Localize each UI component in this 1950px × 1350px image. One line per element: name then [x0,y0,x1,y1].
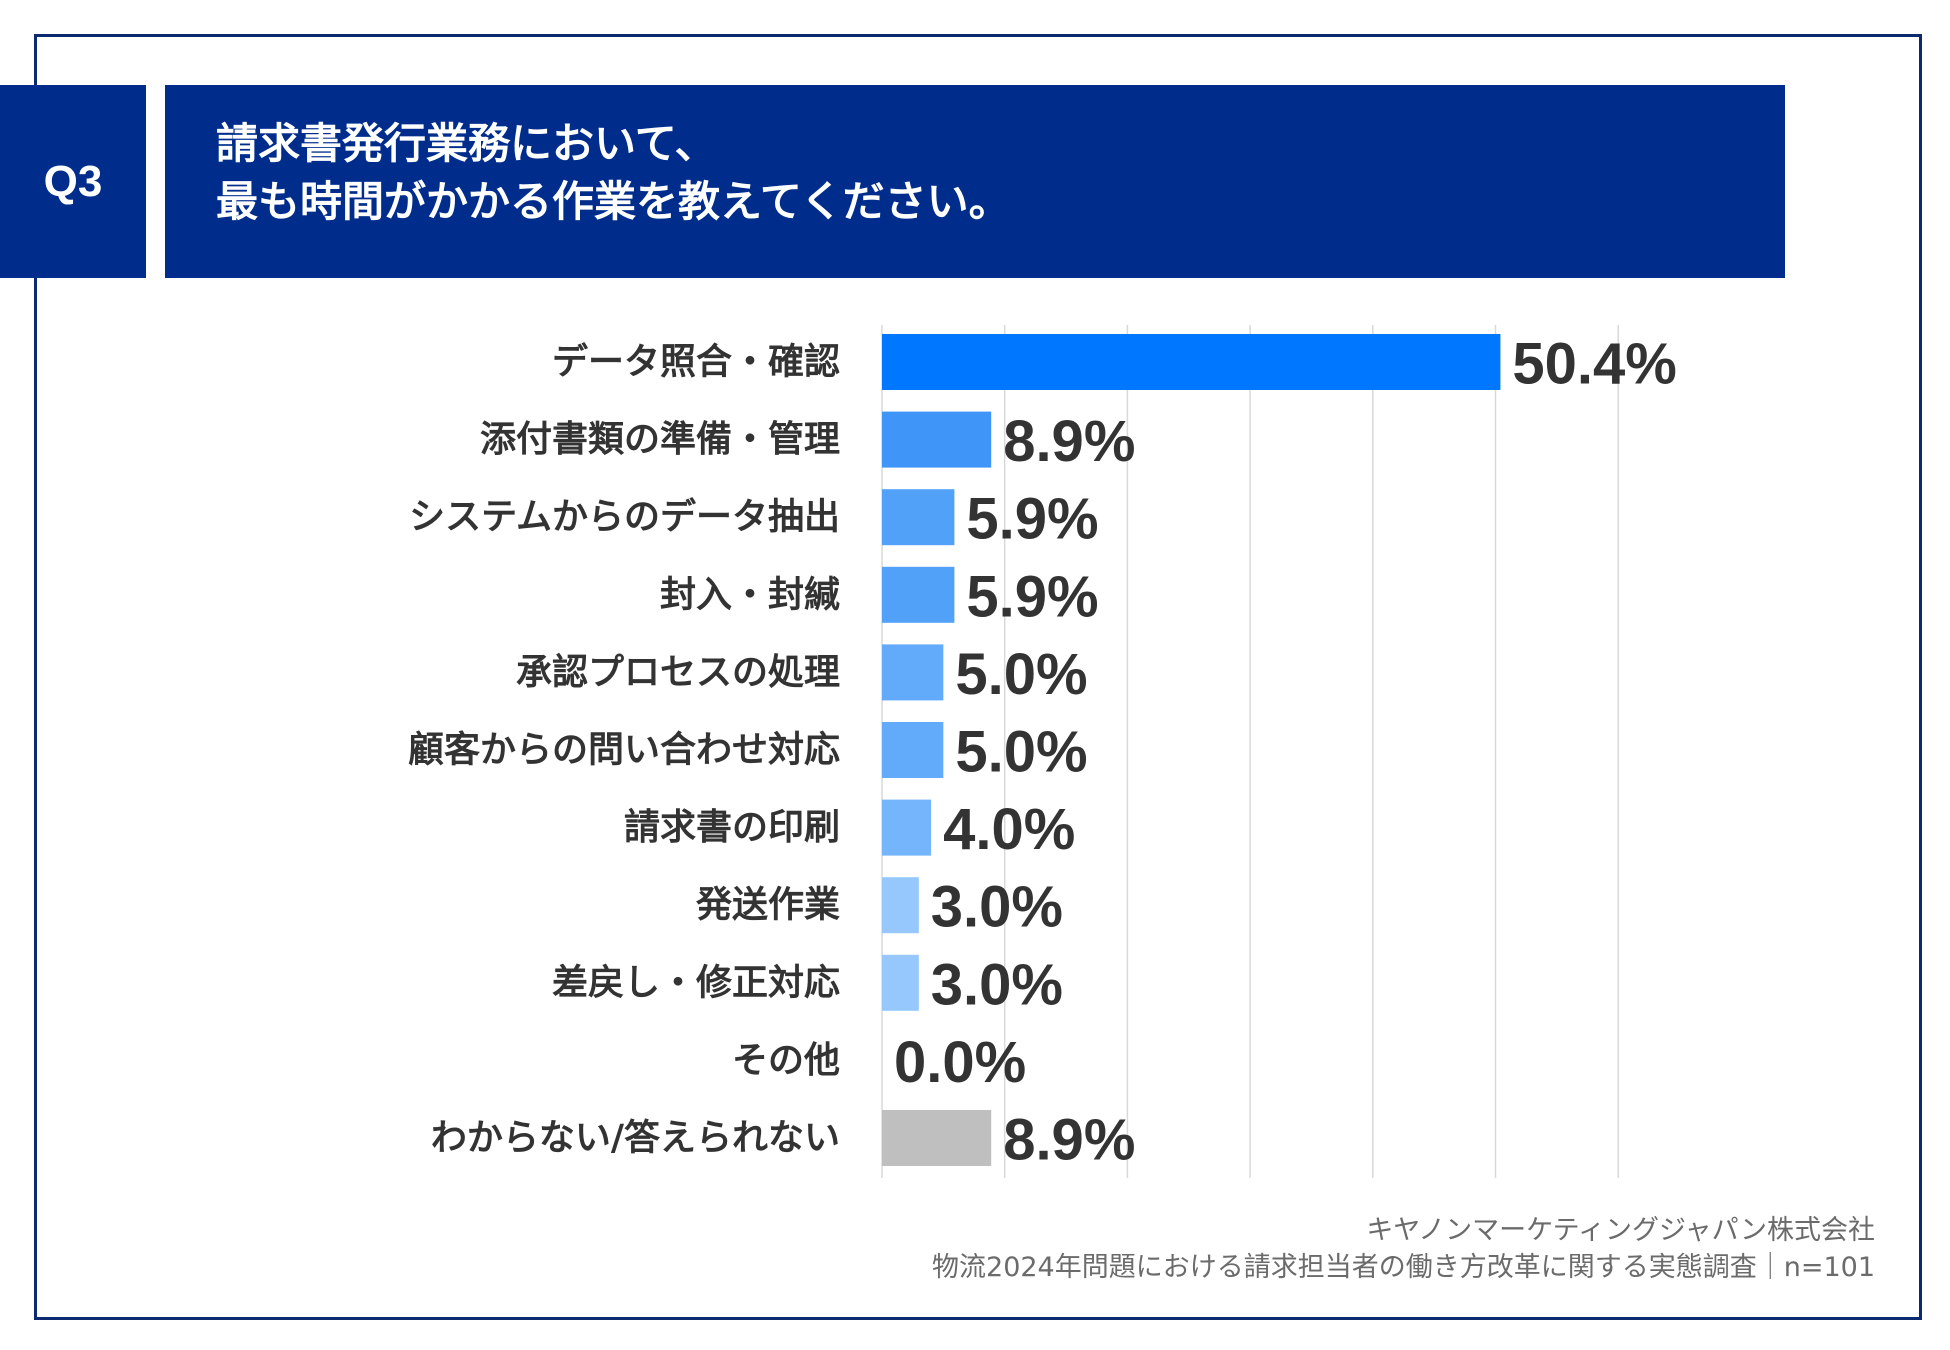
bar [882,799,932,856]
category-label: 添付書類の準備・管理 [480,419,840,460]
category-label: 請求書の印刷 [624,807,840,848]
category-label: その他 [732,1040,840,1081]
value-label: 8.9% [1003,409,1135,474]
footer-company: キヤノンマーケティングジャパン株式会社 [1366,1215,1875,1246]
bar [882,1110,992,1166]
value-label: 50.4% [1512,332,1676,397]
value-label: 3.0% [931,875,1063,940]
question-title-line2: 最も時間がかかる作業を教えてください。 [216,177,1011,226]
category-label: システムからのデータ抽出 [409,496,840,538]
chart-frame [34,34,1922,1320]
category-label: 差戻し・修正対応 [552,962,840,1003]
category-label: 発送作業 [696,885,840,926]
category-label: 承認プロセスの処理 [516,652,840,693]
category-label: データ照合・確認 [552,341,840,383]
bar [882,411,992,468]
value-label: 5.9% [966,564,1098,629]
category-label: 顧客からの問い合わせ対応 [408,730,840,771]
bar [882,722,944,778]
value-label: 0.0% [894,1030,1026,1095]
category-label: わからない/答えられない [431,1118,840,1159]
bar [882,644,944,701]
question-header: 請求書発行業務において、 最も時間がかかる作業を教えてください。 [165,85,1785,278]
bar [882,334,1501,390]
footer-survey: 物流2024年問題における請求担当者の働き方改革に関する実態調査｜n=101 [932,1252,1875,1283]
bar [882,566,955,623]
bar [882,954,919,1011]
bar [882,489,955,546]
value-label: 4.0% [943,797,1075,862]
value-label: 5.0% [955,720,1087,785]
category-label: 封入・封緘 [660,574,840,615]
value-label: 5.9% [966,487,1098,552]
source-footer: キヤノンマーケティングジャパン株式会社 物流2024年問題における請求担当者の働… [932,1212,1875,1286]
value-label: 3.0% [931,952,1063,1017]
value-label: 8.9% [1003,1108,1135,1173]
value-label: 5.0% [955,642,1087,707]
question-badge: Q3 [0,85,146,278]
question-title-line1: 請求書発行業務において、 [216,119,717,168]
bar [882,877,919,934]
